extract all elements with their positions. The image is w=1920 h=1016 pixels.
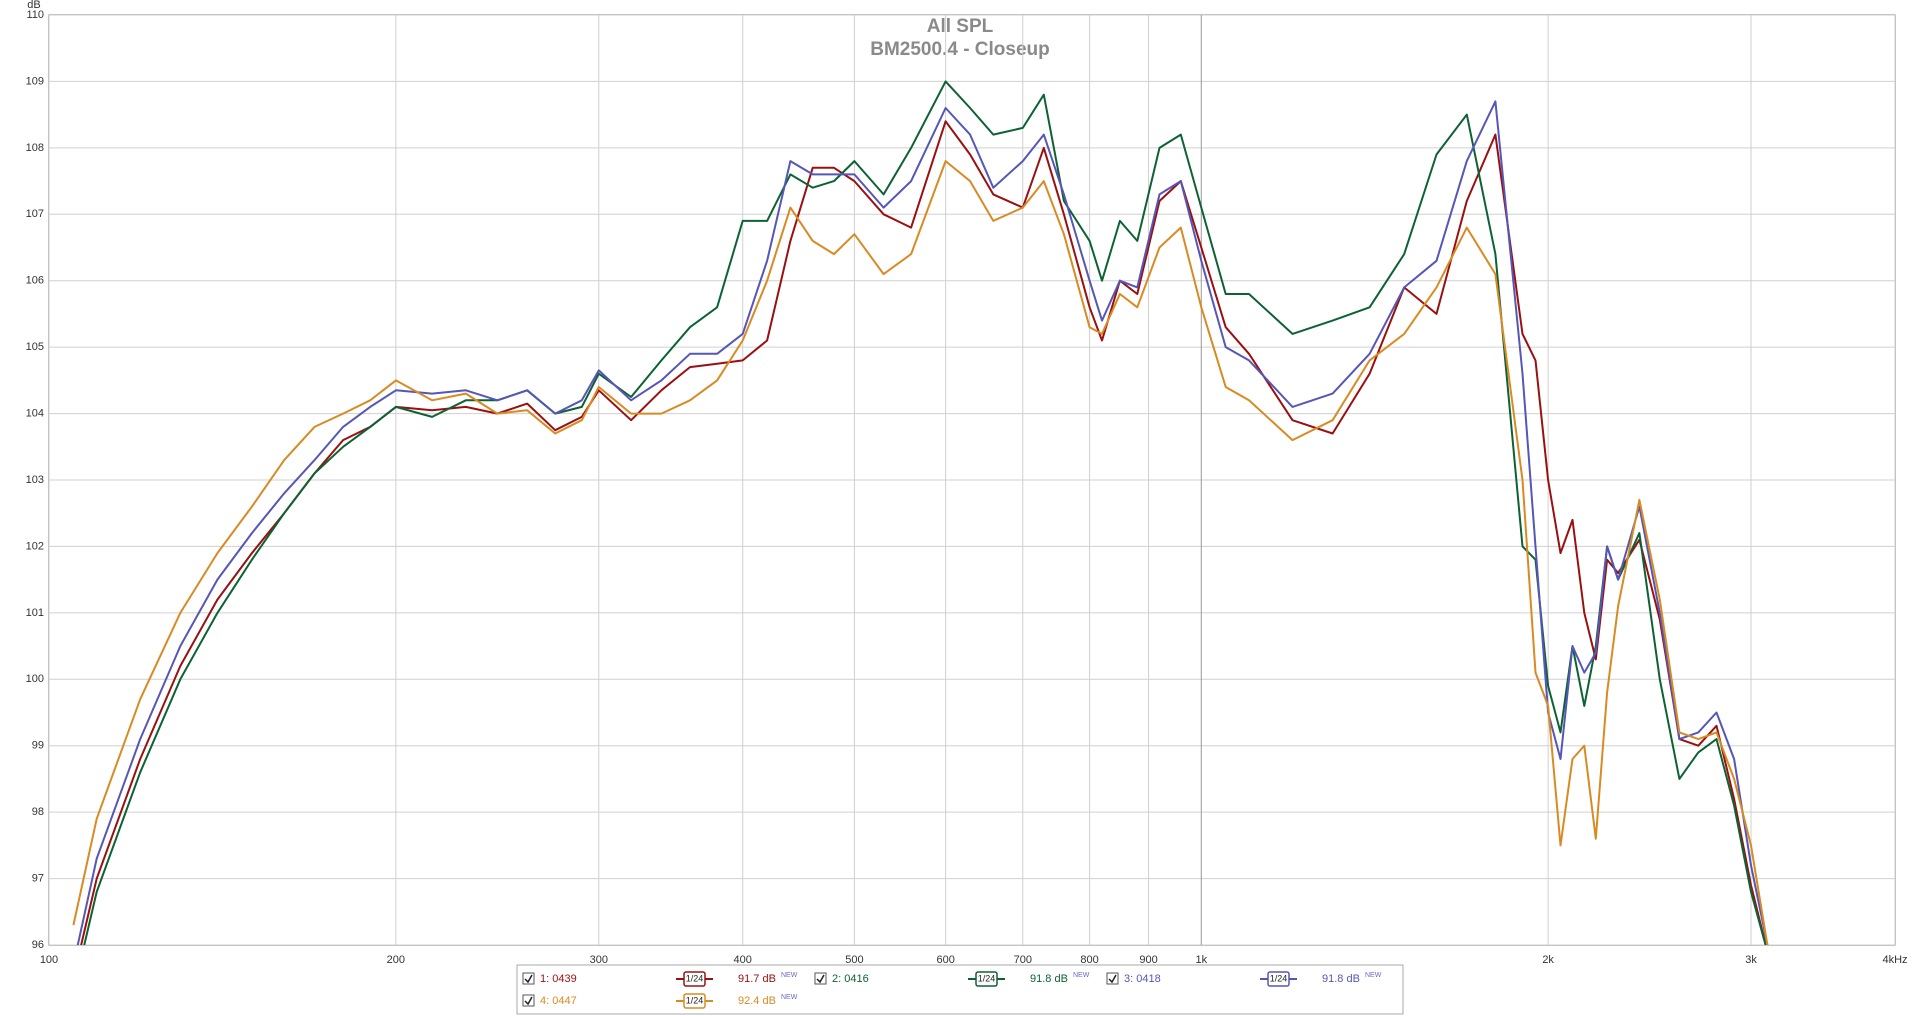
legend-label: 2: 0416 [832,973,869,985]
y-tick-label: 103 [26,474,44,486]
legend-badge: NEW [781,994,798,1001]
y-tick-label: 99 [32,740,44,752]
legend-item: 1: 0439 1/24 91.7 dB NEW [522,971,798,987]
y-tick-label: 104 [26,407,44,419]
x-tick-label: 600 [936,954,954,966]
chart-subtitle: BM2500.4 - Closeup [870,39,1050,60]
series-line [72,160,1769,945]
legend-smoothing-box [1267,971,1290,987]
legend-smoothing-box [683,993,706,1009]
legend-smoothing: 1/24 [1270,973,1288,983]
y-tick-label: 98 [32,806,44,818]
y-tick-label: 108 [26,142,44,154]
x-tick-label: 300 [590,954,608,966]
legend-item: 2: 0416 1/24 91.8 dB NEW [814,971,1090,987]
legend-badge: NEW [781,972,798,979]
y-tick-label: 105 [26,341,44,353]
y-tick-label: 106 [26,275,44,287]
legend-checkbox [522,994,535,1007]
legend-level: 91.7 dB [738,973,776,985]
legend-label: 1: 0439 [540,973,577,985]
legend-level: 91.8 dB [1030,973,1068,985]
legend-label: 3: 0418 [1124,973,1161,985]
y-tick-label: 107 [26,208,44,220]
legend-smoothing-box [975,971,998,987]
plot-area [49,15,1895,945]
y-tick-label: 101 [26,607,44,619]
legend-smoothing: 1/24 [686,973,704,983]
y-tick-label: 110 [26,9,44,21]
legend-check [816,974,825,984]
legend-badge: NEW [1365,972,1382,979]
legend-checkbox [814,972,827,985]
chart-title: All SPL [927,16,994,37]
legend-level: 92.4 dB [738,995,776,1007]
y-tick-label: 100 [26,673,44,685]
legend-smoothing-box [683,971,706,987]
x-tick-label: 200 [387,954,405,966]
series-line [83,80,1767,945]
x-tick-label: 800 [1080,954,1098,966]
y-tick-label: 102 [26,540,44,552]
y-tick-label: 97 [32,872,44,884]
legend-check [1108,974,1117,984]
y-tick-label: 109 [26,75,44,87]
x-tick-label: 2k [1542,954,1554,966]
y-axis-label: dB [27,0,40,11]
x-tick-label: 100 [40,954,58,966]
y-tick-label: 96 [32,939,44,951]
series-line [80,120,1767,945]
legend-check [524,974,533,984]
legend-item: 3: 0418 1/24 91.8 dB NEW [1106,971,1382,987]
x-tick-label: 500 [845,954,863,966]
legend-box [516,964,1404,1015]
x-tick-label: 4kHz [1882,954,1907,966]
legend-badge: NEW [1073,972,1090,979]
x-tick-label: 900 [1139,954,1157,966]
x-tick-label: 700 [1014,954,1032,966]
x-tick-label: 1k [1195,954,1207,966]
legend-label: 4: 0447 [540,995,577,1007]
legend-smoothing: 1/24 [686,995,704,1005]
legend-item: 4: 0447 1/24 92.4 dB NEW [522,993,798,1009]
x-tick-label: 3k [1745,954,1757,966]
series-line [76,100,1769,945]
legend-check [524,996,533,1006]
x-tick-label: 400 [734,954,752,966]
legend-checkbox [522,972,535,985]
legend-smoothing: 1/24 [978,973,996,983]
legend-level: 91.8 dB [1322,973,1360,985]
legend-checkbox [1106,972,1119,985]
